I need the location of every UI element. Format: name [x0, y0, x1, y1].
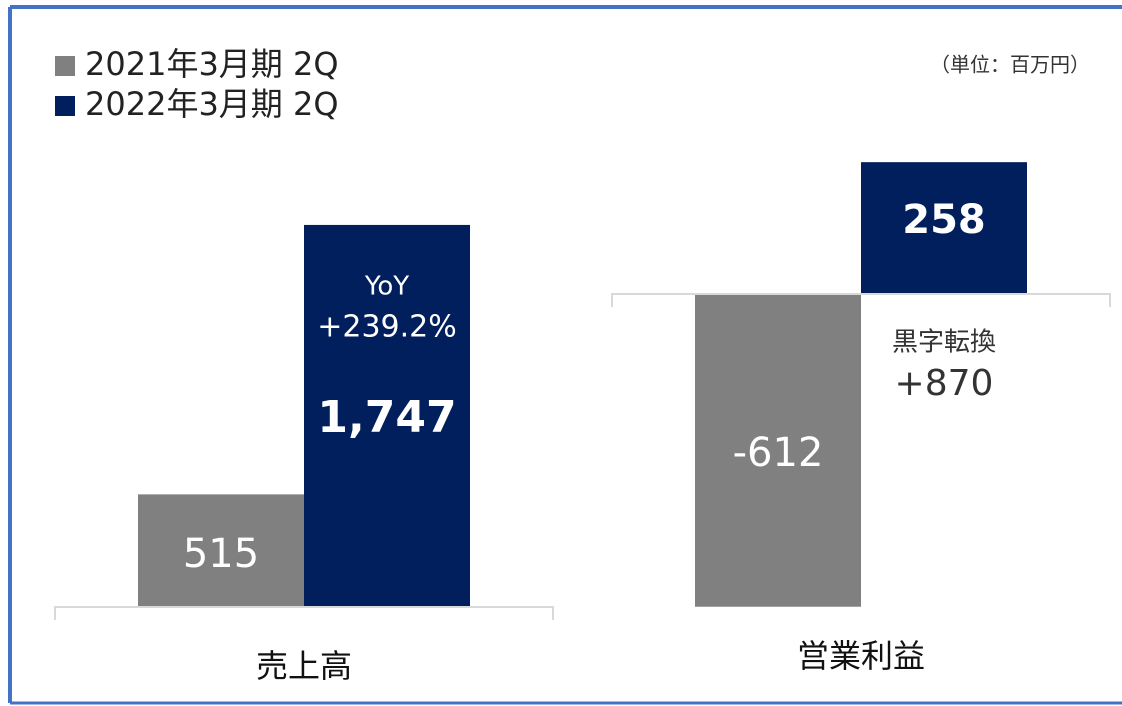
legend-label: 2022年3月期 2Q [85, 85, 339, 123]
annotation: YoY [364, 272, 409, 302]
legend-label: 2021年3月期 2Q [85, 45, 339, 83]
value-label: -612 [733, 430, 824, 476]
legend-swatch [55, 96, 75, 116]
category-label: 売上高 [256, 647, 352, 685]
legend-swatch [55, 56, 75, 76]
value-label: 515 [183, 531, 259, 577]
annotation: +239.2% [317, 310, 457, 345]
bar [138, 494, 304, 607]
annotation: +870 [895, 363, 994, 404]
axis-line [611, 293, 1111, 307]
bar [695, 294, 861, 607]
bar [861, 162, 1027, 294]
axis-line [54, 606, 554, 620]
bar [304, 224, 470, 608]
category-label: 営業利益 [797, 637, 925, 675]
unit-note: （単位：百万円） [930, 53, 1090, 77]
annotation: 黒字転換 [892, 328, 996, 358]
value-label: 258 [902, 197, 986, 243]
value-label: 1,747 [317, 392, 456, 443]
